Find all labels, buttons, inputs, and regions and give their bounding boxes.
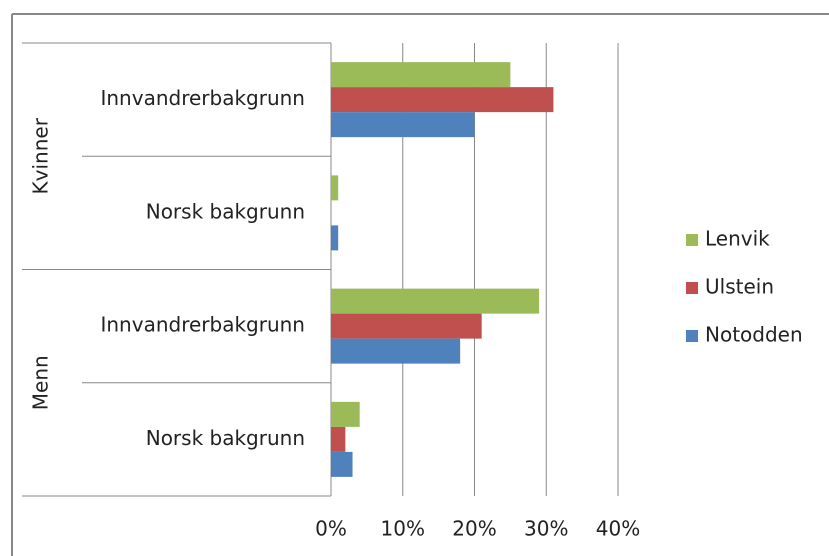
group-label: Kvinner	[29, 117, 53, 194]
x-tick-label: 30%	[524, 517, 568, 541]
bar	[331, 225, 339, 251]
category-label: Innvandrerbakgrunn	[100, 86, 305, 110]
legend-swatch	[686, 282, 698, 294]
bar	[331, 175, 339, 201]
x-tick-label: 20%	[452, 517, 496, 541]
legend-label: Ulstein	[705, 275, 774, 299]
legend-label: Notodden	[705, 323, 803, 347]
bar	[331, 401, 360, 427]
x-tick-label: 40%	[596, 517, 640, 541]
category-label: Norsk bakgrunn	[146, 426, 305, 450]
x-tick-label: 0%	[315, 517, 347, 541]
bar	[331, 288, 540, 314]
bar	[331, 338, 461, 364]
category-label: Innvandrerbakgrunn	[100, 313, 305, 337]
x-tick-label: 10%	[381, 517, 425, 541]
category-label: Norsk bakgrunn	[146, 199, 305, 223]
bar	[331, 313, 482, 339]
bar	[331, 112, 475, 138]
group-label: Menn	[29, 355, 53, 410]
bar	[331, 62, 511, 88]
bar	[331, 451, 353, 477]
bar	[331, 426, 346, 452]
legend-label: Lenvik	[705, 227, 770, 251]
bar	[331, 87, 554, 113]
legend-swatch	[686, 330, 698, 342]
legend-swatch	[686, 234, 698, 246]
